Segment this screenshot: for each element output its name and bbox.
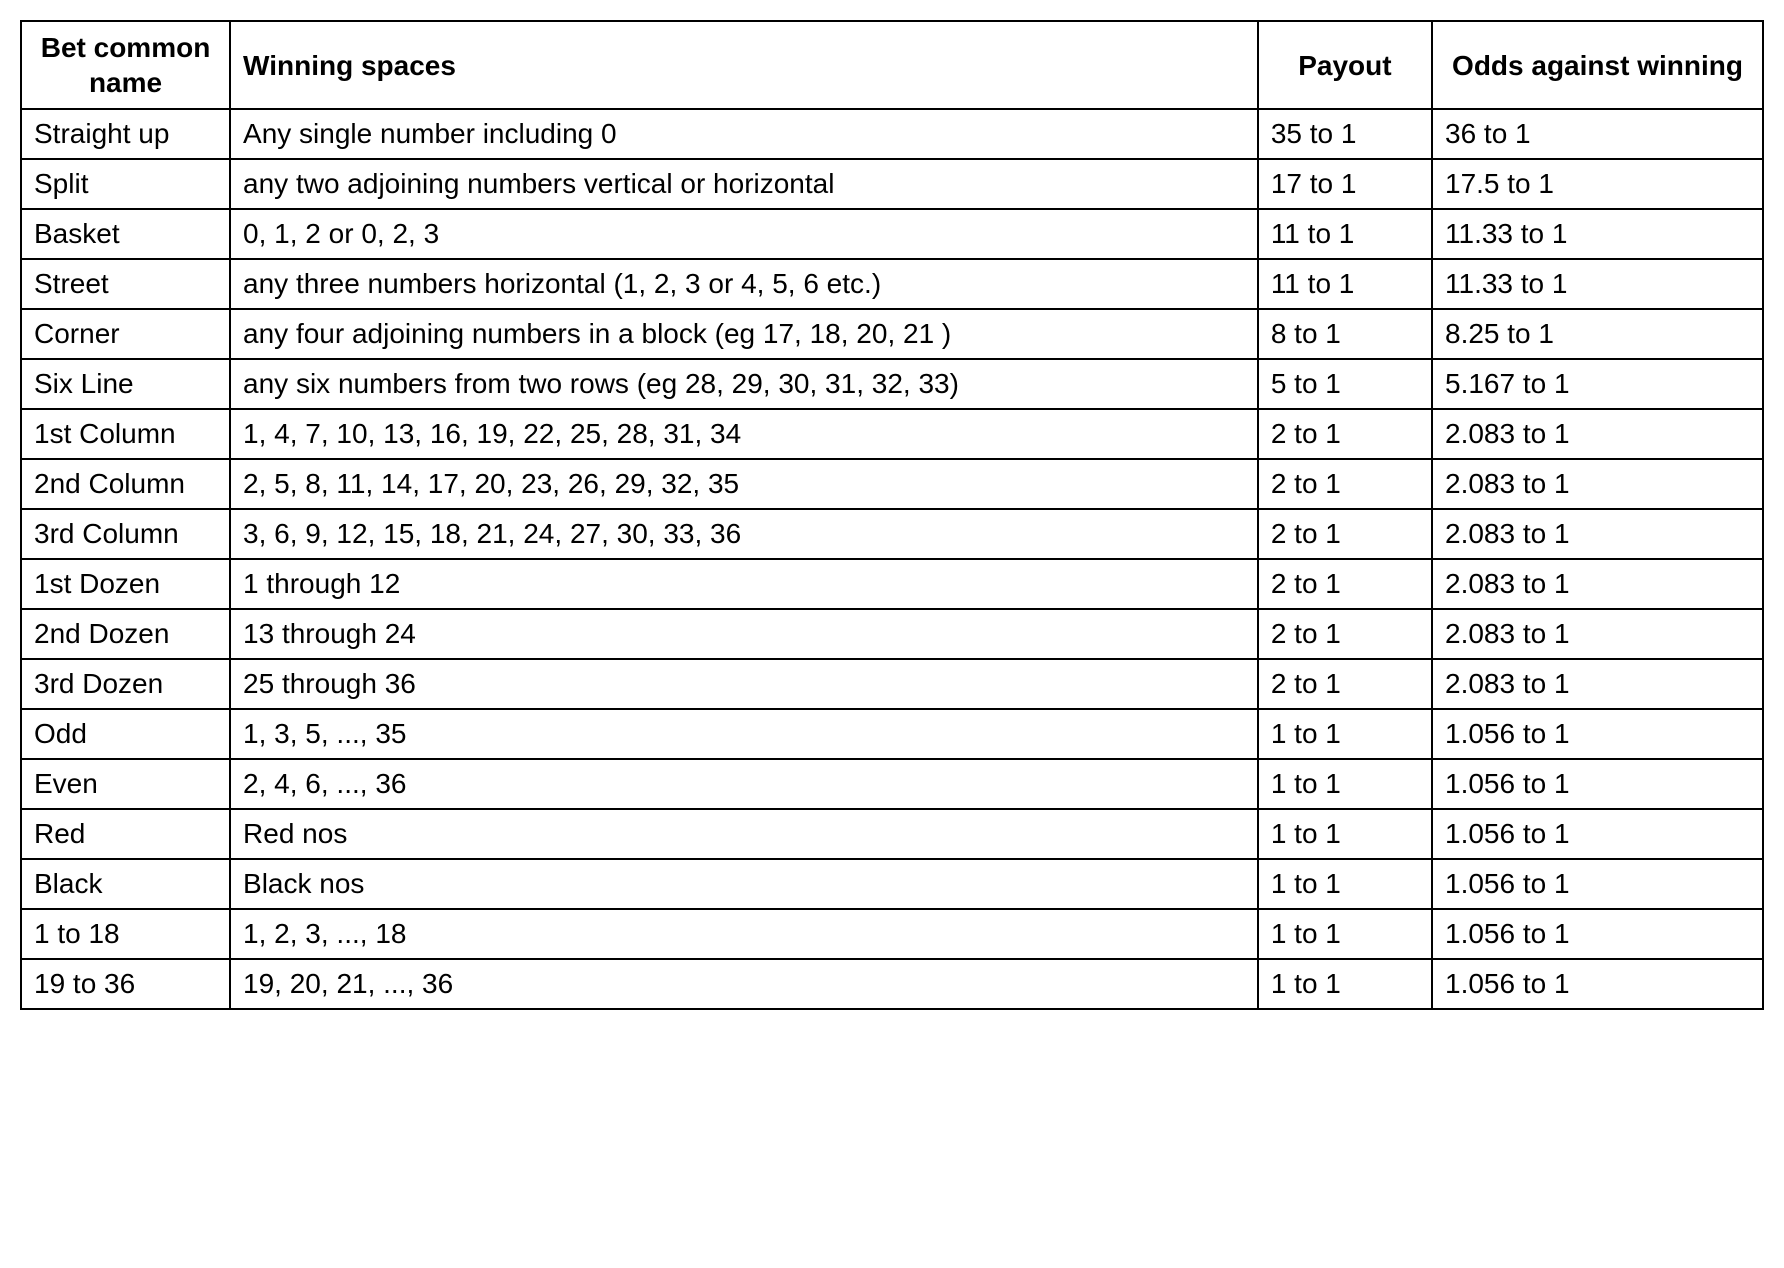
cell-payout: 2 to 1 [1258,609,1432,659]
cell-winning-spaces: any six numbers from two rows (eg 28, 29… [230,359,1258,409]
cell-bet-name: 1st Column [21,409,230,459]
table-row: Splitany two adjoining numbers vertical … [21,159,1763,209]
cell-bet-name: 3rd Dozen [21,659,230,709]
cell-bet-name: Split [21,159,230,209]
table-header-row: Bet common name Winning spaces Payout Od… [21,21,1763,109]
table-row: 2nd Column2, 5, 8, 11, 14, 17, 20, 23, 2… [21,459,1763,509]
column-header-bet-name: Bet common name [21,21,230,109]
cell-odds: 2.083 to 1 [1432,459,1763,509]
cell-bet-name: Red [21,809,230,859]
cell-bet-name: Corner [21,309,230,359]
cell-odds: 5.167 to 1 [1432,359,1763,409]
cell-odds: 36 to 1 [1432,109,1763,159]
table-row: 3rd Column3, 6, 9, 12, 15, 18, 21, 24, 2… [21,509,1763,559]
cell-payout: 1 to 1 [1258,859,1432,909]
table-row: BlackBlack nos1 to 11.056 to 1 [21,859,1763,909]
cell-payout: 1 to 1 [1258,809,1432,859]
cell-odds: 1.056 to 1 [1432,709,1763,759]
table-row: 3rd Dozen25 through 362 to 12.083 to 1 [21,659,1763,709]
cell-odds: 11.33 to 1 [1432,209,1763,259]
cell-bet-name: Street [21,259,230,309]
cell-bet-name: Odd [21,709,230,759]
table-row: Streetany three numbers horizontal (1, 2… [21,259,1763,309]
cell-bet-name: 3rd Column [21,509,230,559]
cell-bet-name: Six Line [21,359,230,409]
cell-odds: 17.5 to 1 [1432,159,1763,209]
cell-bet-name: 1st Dozen [21,559,230,609]
cell-bet-name: Basket [21,209,230,259]
cell-odds: 8.25 to 1 [1432,309,1763,359]
cell-bet-name: 1 to 18 [21,909,230,959]
cell-bet-name: 2nd Column [21,459,230,509]
cell-bet-name: 19 to 36 [21,959,230,1009]
cell-payout: 17 to 1 [1258,159,1432,209]
table-body: Straight upAny single number including 0… [21,109,1763,1009]
table-row: Straight upAny single number including 0… [21,109,1763,159]
cell-bet-name: Even [21,759,230,809]
cell-winning-spaces: Red nos [230,809,1258,859]
cell-payout: 2 to 1 [1258,509,1432,559]
cell-winning-spaces: 1 through 12 [230,559,1258,609]
cell-winning-spaces: 2, 4, 6, ..., 36 [230,759,1258,809]
cell-bet-name: Black [21,859,230,909]
cell-payout: 11 to 1 [1258,259,1432,309]
cell-bet-name: 2nd Dozen [21,609,230,659]
table-row: 1st Dozen1 through 122 to 12.083 to 1 [21,559,1763,609]
column-header-winning-spaces: Winning spaces [230,21,1258,109]
table-row: Cornerany four adjoining numbers in a bl… [21,309,1763,359]
roulette-bets-table: Bet common name Winning spaces Payout Od… [20,20,1764,1010]
cell-odds: 1.056 to 1 [1432,759,1763,809]
cell-odds: 1.056 to 1 [1432,859,1763,909]
cell-winning-spaces: 25 through 36 [230,659,1258,709]
cell-winning-spaces: 2, 5, 8, 11, 14, 17, 20, 23, 26, 29, 32,… [230,459,1258,509]
cell-winning-spaces: 1, 2, 3, ..., 18 [230,909,1258,959]
cell-payout: 1 to 1 [1258,709,1432,759]
cell-winning-spaces: 1, 4, 7, 10, 13, 16, 19, 22, 25, 28, 31,… [230,409,1258,459]
column-header-payout: Payout [1258,21,1432,109]
cell-winning-spaces: Black nos [230,859,1258,909]
table-row: 2nd Dozen13 through 242 to 12.083 to 1 [21,609,1763,659]
cell-payout: 2 to 1 [1258,659,1432,709]
cell-payout: 11 to 1 [1258,209,1432,259]
cell-winning-spaces: 0, 1, 2 or 0, 2, 3 [230,209,1258,259]
cell-payout: 35 to 1 [1258,109,1432,159]
table-row: 1st Column1, 4, 7, 10, 13, 16, 19, 22, 2… [21,409,1763,459]
cell-payout: 2 to 1 [1258,459,1432,509]
cell-odds: 2.083 to 1 [1432,409,1763,459]
cell-payout: 1 to 1 [1258,909,1432,959]
cell-odds: 2.083 to 1 [1432,559,1763,609]
column-header-odds: Odds against winning [1432,21,1763,109]
table-row: Basket0, 1, 2 or 0, 2, 311 to 111.33 to … [21,209,1763,259]
cell-payout: 1 to 1 [1258,759,1432,809]
cell-payout: 2 to 1 [1258,409,1432,459]
cell-odds: 1.056 to 1 [1432,809,1763,859]
cell-payout: 2 to 1 [1258,559,1432,609]
cell-odds: 1.056 to 1 [1432,909,1763,959]
table-row: 19 to 3619, 20, 21, ..., 361 to 11.056 t… [21,959,1763,1009]
table-row: Even2, 4, 6, ..., 361 to 11.056 to 1 [21,759,1763,809]
cell-payout: 5 to 1 [1258,359,1432,409]
cell-odds: 11.33 to 1 [1432,259,1763,309]
cell-winning-spaces: any three numbers horizontal (1, 2, 3 or… [230,259,1258,309]
table-row: RedRed nos1 to 11.056 to 1 [21,809,1763,859]
cell-winning-spaces: 19, 20, 21, ..., 36 [230,959,1258,1009]
cell-payout: 8 to 1 [1258,309,1432,359]
cell-winning-spaces: 3, 6, 9, 12, 15, 18, 21, 24, 27, 30, 33,… [230,509,1258,559]
table-row: 1 to 181, 2, 3, ..., 181 to 11.056 to 1 [21,909,1763,959]
table-header: Bet common name Winning spaces Payout Od… [21,21,1763,109]
table-row: Six Lineany six numbers from two rows (e… [21,359,1763,409]
cell-odds: 2.083 to 1 [1432,609,1763,659]
cell-odds: 2.083 to 1 [1432,659,1763,709]
cell-odds: 1.056 to 1 [1432,959,1763,1009]
cell-bet-name: Straight up [21,109,230,159]
cell-odds: 2.083 to 1 [1432,509,1763,559]
cell-winning-spaces: 1, 3, 5, ..., 35 [230,709,1258,759]
cell-winning-spaces: Any single number including 0 [230,109,1258,159]
table-row: Odd1, 3, 5, ..., 351 to 11.056 to 1 [21,709,1763,759]
cell-winning-spaces: 13 through 24 [230,609,1258,659]
cell-payout: 1 to 1 [1258,959,1432,1009]
cell-winning-spaces: any two adjoining numbers vertical or ho… [230,159,1258,209]
cell-winning-spaces: any four adjoining numbers in a block (e… [230,309,1258,359]
